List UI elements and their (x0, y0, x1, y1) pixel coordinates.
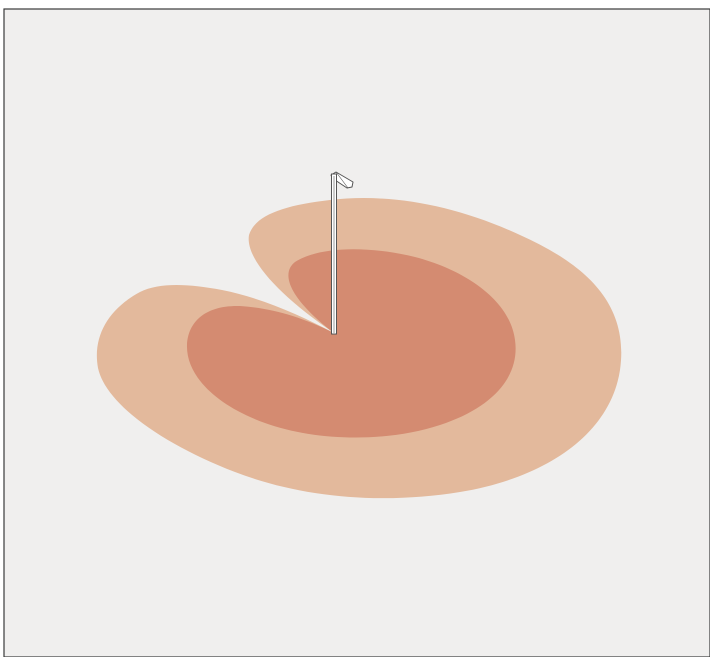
inner-illumination-zone (186, 249, 516, 438)
diagram-frame (3, 8, 710, 657)
pole-arm-edge (335, 171, 349, 189)
street-light-pole (330, 171, 354, 335)
